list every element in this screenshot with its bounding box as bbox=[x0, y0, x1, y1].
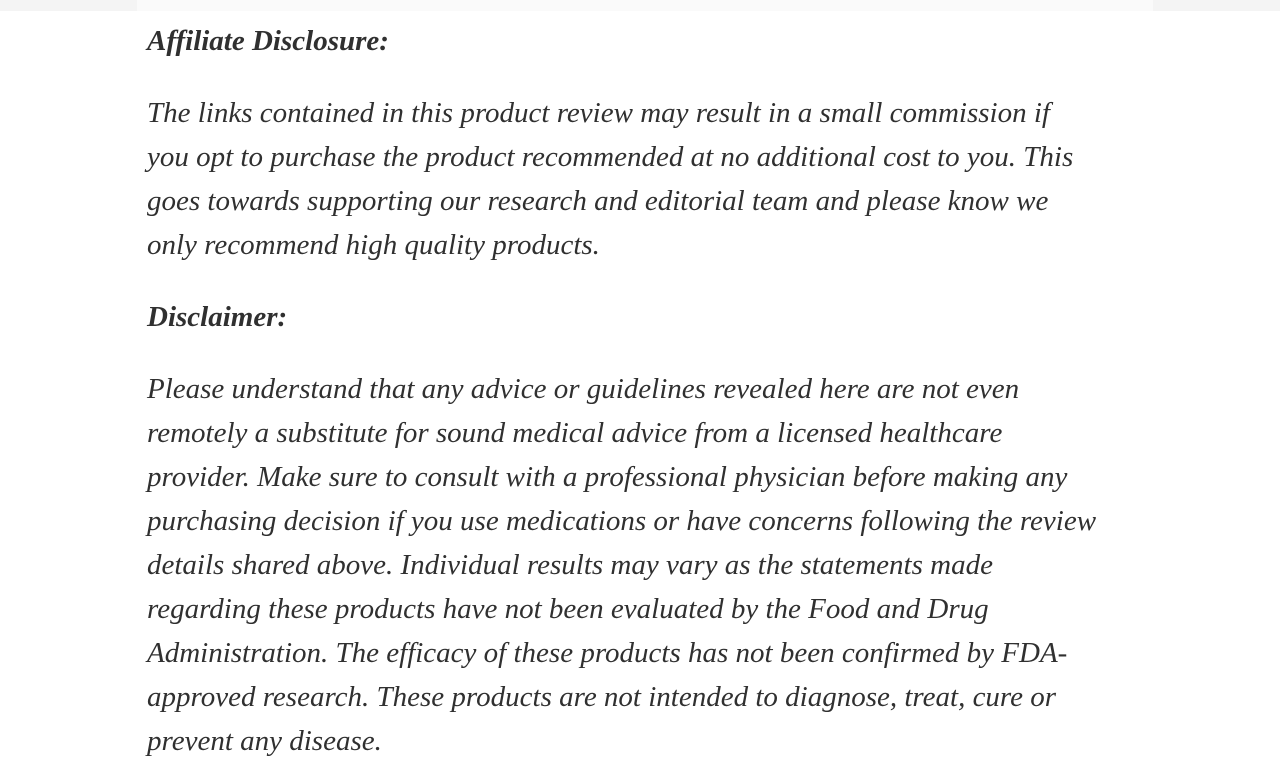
article-body: Affiliate Disclosure: The links containe… bbox=[147, 11, 1150, 763]
top-right-corner-shade bbox=[1153, 0, 1280, 11]
affiliate-disclosure-paragraph: The links contained in this product revi… bbox=[147, 97, 1074, 261]
affiliate-disclosure-heading: Affiliate Disclosure: bbox=[147, 25, 389, 57]
top-left-corner-shade bbox=[0, 0, 137, 11]
content-card: Affiliate Disclosure: The links containe… bbox=[0, 11, 1280, 763]
disclaimer-paragraph: Please understand that any advice or gui… bbox=[147, 373, 1097, 757]
page-top-margin-strip bbox=[0, 0, 1280, 11]
disclaimer-heading: Disclaimer: bbox=[147, 301, 288, 333]
